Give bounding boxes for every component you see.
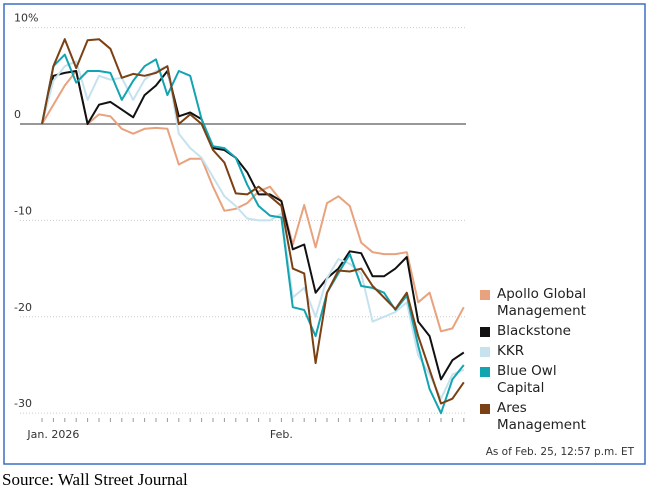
series-line xyxy=(41,60,465,400)
legend-swatch xyxy=(480,327,490,337)
series-line xyxy=(41,70,465,333)
x-tick-label: Feb. xyxy=(270,428,293,441)
annotation: As of Feb. 25, 12:57 p.m. ET xyxy=(486,446,635,458)
legend-swatch xyxy=(480,404,490,414)
y-tick-label: -10 xyxy=(14,204,32,217)
x-tick-label: Jan. 2026 xyxy=(26,428,79,441)
series-line xyxy=(41,53,465,415)
legend-item: Blackstone xyxy=(480,323,620,340)
legend-label: Blackstone xyxy=(497,323,571,339)
legend: Apollo Global Management Blackstone KKR Blu… xyxy=(480,286,620,437)
y-tick-label: -20 xyxy=(14,301,32,314)
legend-label: KKR xyxy=(497,343,525,359)
source: Source: Wall Street Journal xyxy=(2,470,188,489)
series-line xyxy=(41,70,465,381)
legend-label: Ares Management xyxy=(497,400,586,433)
y-tick-label: 10% xyxy=(14,12,38,25)
legend-item: KKR xyxy=(480,343,620,360)
legend-item: Ares Management xyxy=(480,400,620,434)
chart-border xyxy=(3,3,646,465)
legend-swatch xyxy=(480,367,490,377)
legend-swatch xyxy=(480,290,490,300)
y-tick-label: 0 xyxy=(14,108,21,121)
legend-swatch xyxy=(480,347,490,357)
legend-item: Apollo Global Management xyxy=(480,286,620,320)
legend-label: Blue Owl Capital xyxy=(497,363,557,396)
y-tick-label: -30 xyxy=(14,397,32,410)
legend-label: Apollo Global Management xyxy=(497,286,587,319)
series-line xyxy=(41,38,465,405)
legend-item: Blue Owl Capital xyxy=(480,363,620,397)
